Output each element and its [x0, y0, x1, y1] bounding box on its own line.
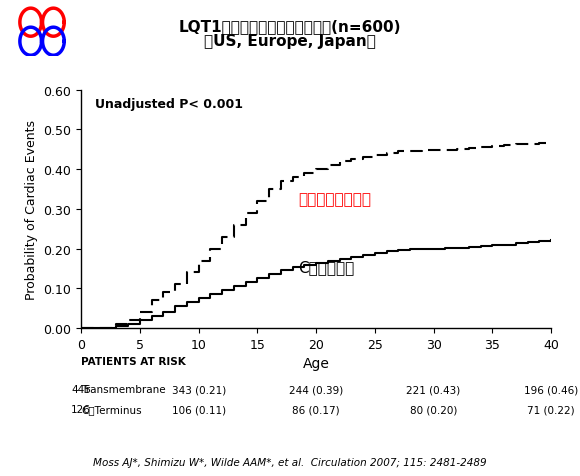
Text: Transmembrane: Transmembrane: [81, 385, 166, 395]
Text: 445: 445: [71, 385, 91, 395]
Text: Unadjusted P< 0.001: Unadjusted P< 0.001: [95, 98, 243, 110]
Text: 106 (0.11): 106 (0.11): [172, 405, 226, 415]
Text: 343 (0.21): 343 (0.21): [172, 385, 226, 395]
Text: 膜貫通領域の変異: 膜貫通領域の変異: [299, 192, 371, 207]
Text: C－Terminus: C－Terminus: [81, 405, 142, 415]
Text: （US, Europe, Japan）: （US, Europe, Japan）: [204, 34, 376, 49]
Y-axis label: Probability of Cardiac Events: Probability of Cardiac Events: [25, 119, 38, 299]
X-axis label: Age: Age: [303, 357, 329, 371]
Text: 126: 126: [71, 405, 91, 415]
Text: 244 (0.39): 244 (0.39): [289, 385, 343, 395]
Text: 86 (0.17): 86 (0.17): [292, 405, 340, 415]
Text: 221 (0.43): 221 (0.43): [407, 385, 461, 395]
Text: C末端の変異: C末端の変異: [299, 259, 355, 275]
Text: 71 (0.22): 71 (0.22): [527, 405, 575, 415]
Text: PATIENTS AT RISK: PATIENTS AT RISK: [81, 356, 186, 366]
Text: 80 (0.20): 80 (0.20): [410, 405, 457, 415]
Text: Moss AJ*, Shimizu W*, Wilde AAM*, et al.  Circulation 2007; 115: 2481-2489: Moss AJ*, Shimizu W*, Wilde AAM*, et al.…: [93, 457, 487, 467]
Text: 196 (0.46): 196 (0.46): [524, 385, 578, 395]
Text: LQT1患者の国際登録研究データ(n=600): LQT1患者の国際登録研究データ(n=600): [179, 19, 401, 34]
